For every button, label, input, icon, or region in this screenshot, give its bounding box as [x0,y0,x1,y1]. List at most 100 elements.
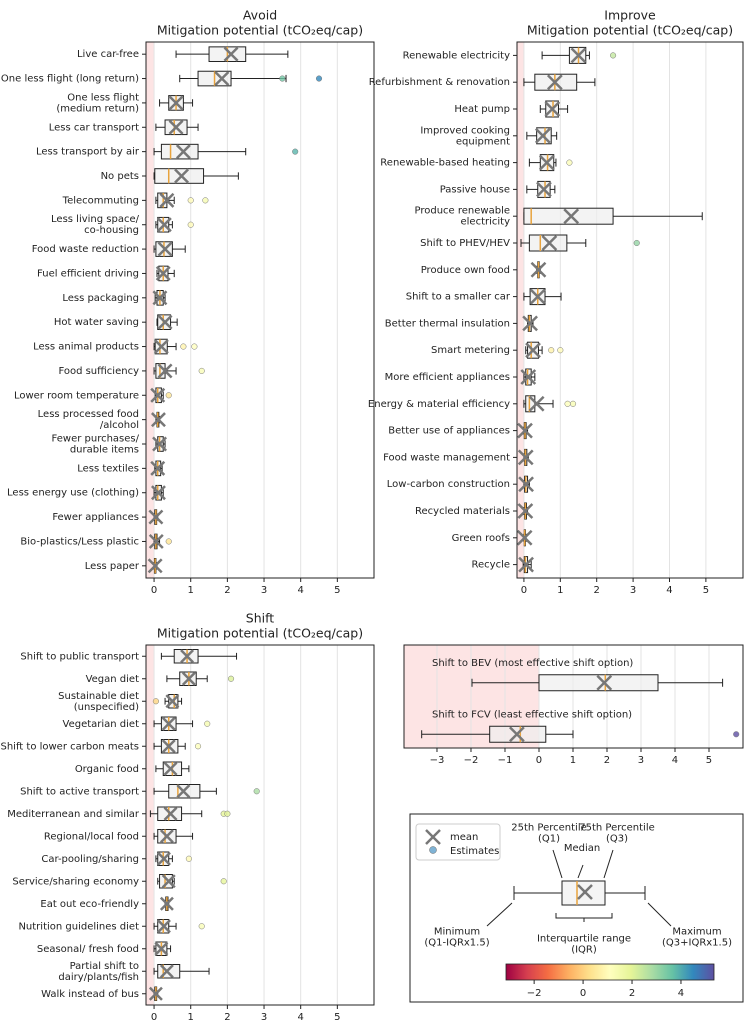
estimate [204,720,211,727]
mean [223,46,239,62]
x-tick-label: 0 [521,585,527,596]
x-tick-label: 5 [334,585,340,596]
mean [538,154,555,171]
mean [517,503,534,519]
x-tick-label: 0 [151,1012,157,1023]
estimate [180,343,187,350]
mean [159,829,174,844]
estimate [633,239,640,247]
mean [529,288,546,305]
x-tick-label: 3 [638,755,644,766]
mean [151,412,166,428]
estimate [315,75,323,82]
estimate [227,675,235,682]
category-label: Less energy use (clothing) [7,488,139,499]
x-tick-label: 5 [703,585,709,596]
x-tick-label: 4 [298,585,304,596]
mean [157,919,171,934]
median-label: Median [564,843,600,854]
estimate [564,400,571,407]
category-label: Eat out eco-friendly [40,899,139,910]
estimate [152,698,159,705]
x-tick-label: 3 [261,585,267,596]
box [159,874,173,889]
mean [536,181,552,198]
estimate [195,743,202,750]
mean [152,436,168,452]
q3-label: 75th Percentile (Q3) [579,823,655,845]
mean [175,144,191,160]
estimate [566,159,573,166]
category-label: Recycle [472,560,511,571]
x-tick-label: 1 [188,585,194,596]
category-label: Fuel efficient driving [37,268,139,279]
mean [163,806,178,821]
mean [150,460,166,476]
x-tick-label: 1 [570,755,576,766]
mean [534,127,551,144]
category-label: Lower room temperature [14,390,139,401]
mean [518,476,534,493]
estimate [191,343,198,350]
q1-label: 25th Percentile (Q1) [511,823,587,845]
category-label: Shift to FCV (least effective shift opti… [432,709,632,720]
panel-title: Avoid [243,8,277,23]
category-label: Energy & material efficiency [368,399,510,410]
colorbar [505,963,715,981]
example-box [486,849,672,927]
mean [546,74,563,91]
mean [152,290,168,306]
estimate [279,75,286,82]
category-label: Low-carbon construction [387,479,510,490]
mean [157,851,171,866]
mean [525,342,541,359]
estimate [557,347,564,354]
category-label: Passive house [440,184,510,195]
estimate [198,367,205,374]
category-label: Food waste reduction [32,244,139,255]
category-label: Smart metering [431,345,510,356]
category-label: Less car transport [49,122,139,133]
x-tick-label: 5 [706,755,712,766]
category-label: Shift to active transport [20,786,139,797]
estimate-icon [429,846,437,854]
mean [517,449,534,466]
category-label: Shift to lower carbon meats [0,741,139,752]
x-tick-label: 1 [557,585,563,596]
estimate [185,855,192,862]
category-label: Less transport by air [36,147,140,158]
estimate [165,538,172,545]
mean [148,986,163,1001]
negative-region [517,42,524,578]
box [523,207,614,225]
category-label: Partial shift to dairy/plants/fish [58,961,139,983]
x-tick-label: 1 [188,1012,194,1023]
mean [157,314,173,330]
box [525,395,536,413]
mean [520,369,537,385]
estimate [187,197,194,204]
box [538,674,659,692]
plot-frame [145,41,375,579]
category-label: Recycled materials [415,506,510,517]
category-label: Shift to PHEV/HEV [420,238,510,249]
x-tick-label: 3 [261,1012,267,1023]
mean [541,235,558,251]
estimate [733,731,740,738]
mean [157,363,173,379]
estimate [292,148,299,155]
mean [161,739,176,754]
legend-frame [409,813,744,1003]
mean [528,395,545,412]
category-label: Heat pump [454,104,510,115]
x-tick-label: 4 [666,585,672,596]
mean [168,95,184,111]
category-label: Shift to BEV (most effective shift optio… [432,658,633,669]
category-label: Produce renewable electricity [415,206,511,228]
category-label: Food sufficiency [58,366,139,377]
mean [161,874,176,889]
estimate [202,197,209,204]
panel-title: Shift [246,611,275,626]
colorbar-tick-label: −2 [527,988,542,999]
